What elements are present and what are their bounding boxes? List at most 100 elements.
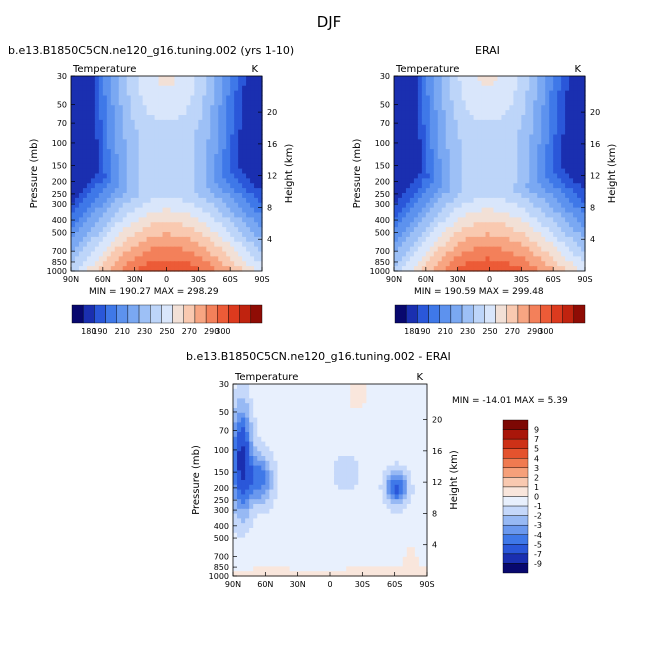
diff-cell [257,456,262,462]
model-cell [182,188,187,194]
model-cell [202,85,207,92]
obs-cell [481,129,487,136]
model-cell [118,241,124,248]
obs-cell [417,178,423,184]
obs-cell [401,212,407,218]
diff-cell [386,465,392,471]
obs-cell [429,129,435,136]
model-cell [130,183,136,189]
obs-cell [553,227,558,233]
model-cell [98,251,104,257]
obs-cell [413,222,419,228]
obs-cell [457,105,463,111]
model-cell [198,246,203,253]
model-cell [90,105,96,111]
obs-cell [473,110,479,116]
obs-xtick-label: 60N [418,275,434,284]
diff-cell [330,436,335,443]
obs-cell [581,251,586,257]
model-cell [118,197,124,204]
diff-cell [362,417,367,423]
obs-cell [549,139,554,145]
obs-cell [537,100,542,106]
model-cell [122,256,128,262]
model-cell [186,227,191,233]
model-cell [94,139,100,145]
obs-cell [581,134,586,140]
diff-cell [305,427,311,433]
diff-cell [261,408,266,414]
diff-cell [362,456,367,462]
obs-cell [473,168,479,175]
obs-cell [501,251,507,257]
obs-cell [457,158,463,165]
diff-cell [354,451,359,457]
obs-cell [469,256,475,262]
obs-cell [489,163,495,170]
model-cell [238,193,243,199]
obs-ytick-label: 150 [375,162,390,171]
model-cell [250,124,255,131]
obs-cell [561,197,566,204]
model-cell [242,222,247,228]
obs-cell [529,124,534,131]
obs-cell [513,173,518,179]
model-cell [134,119,140,126]
model-cell [222,149,227,155]
model-cell [234,76,239,82]
diff-cell [233,412,238,419]
obs-cell [433,241,439,248]
model-cell [238,163,243,170]
model-cell [154,163,160,170]
obs-cell [525,183,530,189]
diff-cell [350,436,355,443]
model-cell [110,173,116,179]
obs-cell [521,207,526,214]
model-cell [138,236,144,243]
obs-cell [537,90,542,97]
obs-cell [529,163,534,170]
obs-cell [441,266,447,272]
model-cell [218,119,223,126]
obs-cell [441,85,447,92]
diff-cell [305,465,311,471]
obs-cell [501,178,507,184]
model-cell [198,222,203,228]
model-cell [222,261,227,267]
model-cell [258,154,263,160]
obs-cell [549,110,554,116]
obs-cell [441,115,447,121]
obs-cell [549,246,554,253]
obs-cell [573,256,578,262]
model-cell [174,178,180,184]
diff-cell [402,475,408,481]
obs-cell [417,100,423,106]
diff-cell [366,460,372,467]
model-cell [170,139,176,145]
model-cell [114,232,120,238]
diff-cell [253,484,258,491]
obs-cell [421,261,427,267]
obs-cell [465,236,471,243]
obs-cell [549,236,554,243]
diff-cell [245,451,250,457]
model-cell [78,261,84,267]
model-cell [78,222,84,228]
model-cell [214,76,219,82]
obs-heatmap [394,76,586,272]
diff-cell [249,436,254,443]
model-cell [214,124,219,131]
model-cell [210,110,215,116]
model-cell [186,154,191,160]
diff-cell [338,480,343,486]
obs-cell [513,227,518,233]
obs-cell [577,193,582,199]
model-cell [218,261,223,267]
diff-cell [370,398,376,404]
model-cell [162,158,168,165]
obs-cell [569,168,574,175]
model-cell [98,222,104,228]
obs-cell [473,217,479,223]
obs-cell [397,144,403,150]
diff-cell [241,412,246,419]
